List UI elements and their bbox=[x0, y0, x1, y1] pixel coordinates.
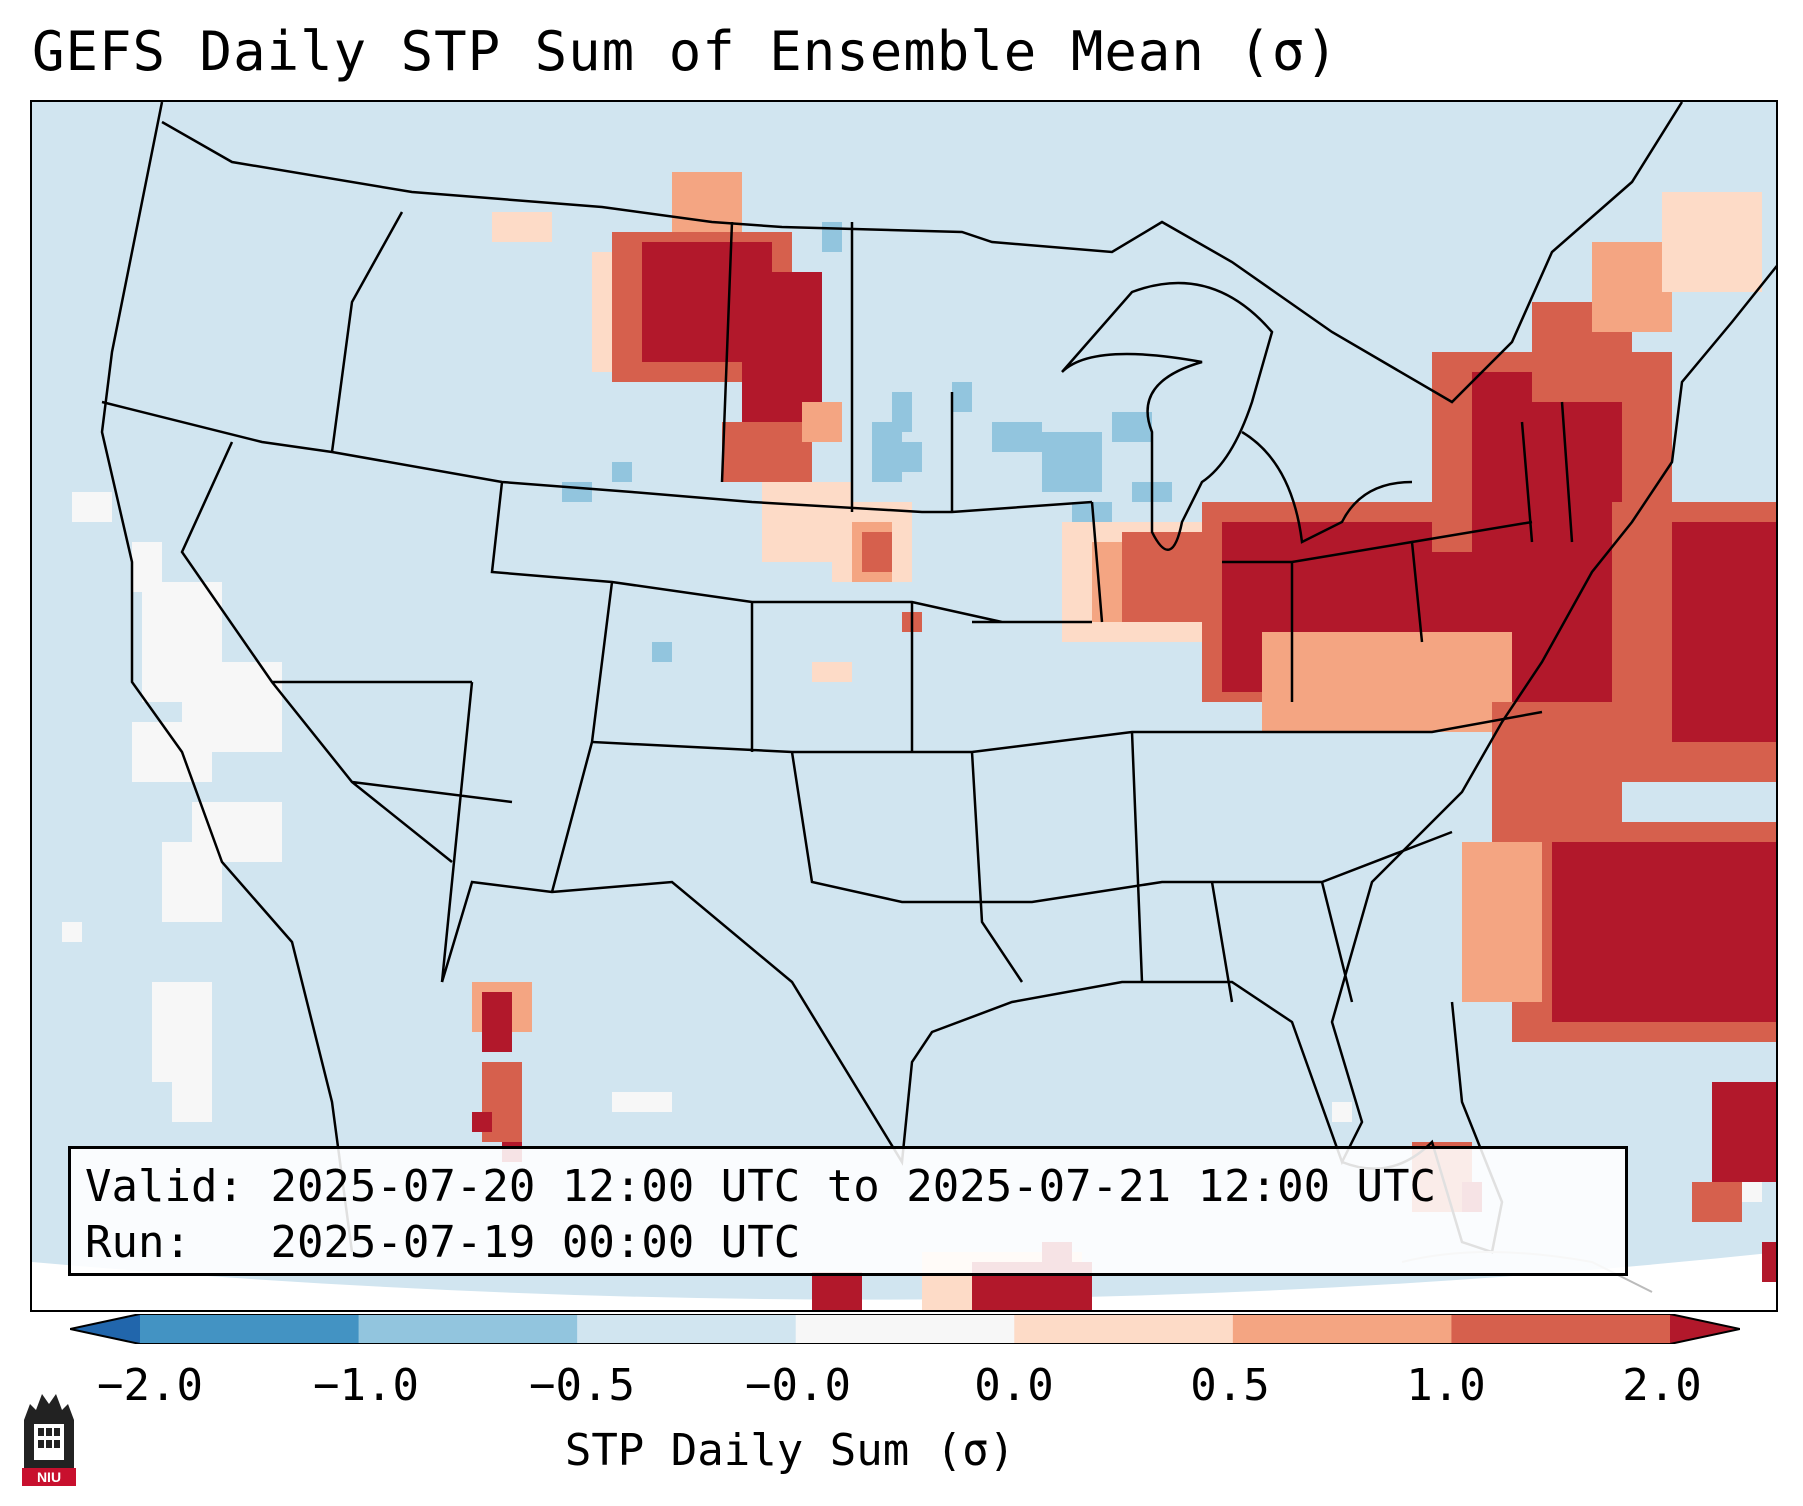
colorbar-bin bbox=[577, 1314, 797, 1344]
tick-label: −2.0 bbox=[97, 1360, 203, 1411]
near-zero-patches bbox=[62, 492, 1762, 1202]
tick-label: 2.0 bbox=[1622, 1360, 1702, 1411]
map-title: GEFS Daily STP Sum of Ensemble Mean (σ) bbox=[32, 20, 1339, 83]
tick-label: 1.0 bbox=[1406, 1360, 1486, 1411]
positive-northern-plains bbox=[492, 172, 922, 682]
positive-northeast bbox=[1062, 192, 1776, 1282]
colorbar-bin bbox=[1232, 1314, 1452, 1344]
map-panel bbox=[30, 100, 1778, 1312]
niu-logo-icon: NIU bbox=[22, 1394, 76, 1486]
valid-label: Valid: bbox=[85, 1161, 244, 1212]
projection-domain bbox=[32, 102, 1776, 1300]
tick-label: 0.0 bbox=[974, 1360, 1054, 1411]
tick-label: 0.5 bbox=[1190, 1360, 1270, 1411]
logo-text: NIU bbox=[37, 1469, 61, 1485]
map-canvas bbox=[32, 102, 1776, 1310]
negative-patches bbox=[562, 222, 1172, 662]
run-label: Run: bbox=[85, 1217, 191, 1268]
canada-border bbox=[161, 102, 1684, 404]
colorbar bbox=[69, 1313, 1741, 1345]
great-lakes bbox=[1061, 281, 1413, 551]
colorbar-bin bbox=[140, 1314, 360, 1344]
colorbar-bin bbox=[1014, 1314, 1234, 1344]
tick-label: −1.0 bbox=[313, 1360, 419, 1411]
colorbar-bin bbox=[795, 1314, 1015, 1344]
colorbar-bin bbox=[1451, 1314, 1671, 1344]
tick-label: −0.5 bbox=[529, 1360, 635, 1411]
colorbar-bin bbox=[358, 1314, 578, 1344]
colorbar-label: STP Daily Sum (σ) bbox=[564, 1425, 1016, 1476]
colorbar-svg bbox=[69, 1313, 1741, 1345]
valid-run-info-box: Valid: 2025-07-20 12:00 UTC to 2025-07-2… bbox=[68, 1146, 1628, 1276]
tick-label: −0.0 bbox=[745, 1360, 851, 1411]
run-value: 2025-07-19 00:00 UTC bbox=[270, 1217, 801, 1268]
valid-value: 2025-07-20 12:00 UTC to 2025-07-21 12:00… bbox=[270, 1161, 1437, 1212]
colorbar-extend-low bbox=[70, 1314, 140, 1344]
colorbar-extend-high bbox=[1670, 1314, 1740, 1344]
state-lines bbox=[101, 211, 1574, 1003]
